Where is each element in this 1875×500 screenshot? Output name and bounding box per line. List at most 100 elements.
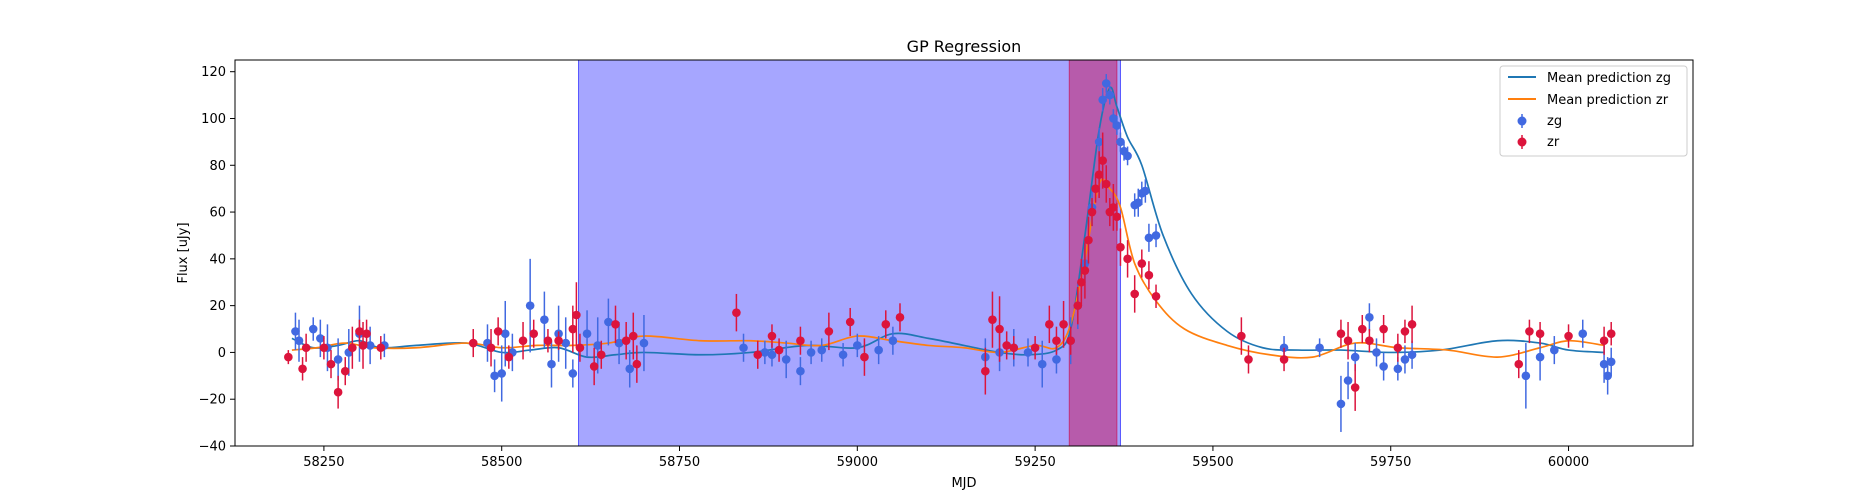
- point-zr: [504, 352, 514, 362]
- point-zr: [1400, 327, 1410, 336]
- point-zr: [572, 310, 581, 320]
- legend: Mean prediction zg Mean prediction zr zg…: [1499, 65, 1688, 157]
- point-zr: [796, 336, 805, 346]
- point-zg: [365, 341, 375, 350]
- legend-label-mean-zr: Mean prediction zr: [1547, 93, 1669, 108]
- point-zg: [767, 350, 777, 360]
- point-zg: [1109, 114, 1118, 123]
- point-zr: [284, 352, 293, 362]
- point-zg: [294, 336, 304, 346]
- point-zr: [348, 343, 357, 353]
- point-zr: [518, 336, 528, 346]
- point-zg: [639, 338, 649, 348]
- point-zg: [490, 371, 499, 381]
- point-zr: [860, 352, 869, 362]
- point-zg: [291, 327, 300, 336]
- x-tick-label: 60000: [1548, 455, 1589, 470]
- point-zg: [1372, 348, 1381, 357]
- point-zr: [596, 350, 606, 360]
- point-zr: [824, 327, 834, 336]
- point-zg: [1141, 186, 1150, 196]
- legend-label-zr: zr: [1547, 135, 1560, 150]
- legend-swatch-zr-marker: [1517, 137, 1527, 147]
- point-zr: [1066, 336, 1075, 346]
- y-axis: −40 −20 0 20 40 60 80 100 120: [199, 65, 235, 455]
- point-zr: [1144, 270, 1154, 280]
- point-zg: [1379, 362, 1388, 371]
- point-zg: [1123, 151, 1132, 161]
- point-zr: [1606, 329, 1616, 339]
- point-zg: [547, 359, 556, 369]
- point-zr: [1109, 203, 1118, 212]
- point-zg: [1407, 350, 1417, 360]
- point-zr: [1045, 320, 1054, 329]
- x-tick-label: 59750: [1370, 455, 1411, 470]
- x-axis-label: MJD: [951, 476, 976, 491]
- point-zg: [1350, 352, 1360, 362]
- point-zr: [1336, 329, 1346, 339]
- point-zr: [995, 324, 1004, 334]
- point-zg: [625, 364, 635, 374]
- point-zg: [500, 329, 510, 339]
- point-zr: [1112, 212, 1122, 222]
- point-zg: [760, 348, 770, 357]
- point-zr: [1514, 359, 1524, 369]
- point-zg: [1037, 359, 1047, 369]
- x-tick-label: 59500: [1192, 455, 1233, 470]
- point-zr: [568, 324, 578, 334]
- chart-title: GP Regression: [907, 37, 1022, 56]
- point-zg: [1315, 343, 1324, 353]
- x-tick-label: 58750: [659, 455, 700, 470]
- point-zg: [561, 338, 571, 348]
- point-zr: [340, 366, 350, 376]
- point-zr: [543, 336, 553, 346]
- point-zg: [781, 355, 791, 364]
- point-zr: [774, 345, 784, 355]
- point-zg: [1521, 371, 1531, 381]
- curve-mean-prediction-zr: [291, 178, 1605, 359]
- y-tick-label: 80: [209, 159, 226, 174]
- point-zg: [308, 324, 318, 334]
- y-tick-label: −20: [199, 393, 226, 408]
- point-zr: [1237, 331, 1246, 341]
- point-zg: [1116, 137, 1125, 147]
- x-tick-label: 59000: [837, 455, 878, 470]
- point-zg: [1535, 352, 1545, 362]
- point-zg: [1400, 355, 1410, 364]
- point-zr: [1137, 259, 1147, 268]
- point-zr: [1084, 235, 1093, 245]
- point-zr: [632, 359, 642, 369]
- point-zr: [1343, 336, 1353, 346]
- point-zr: [554, 336, 563, 346]
- point-zg: [806, 348, 816, 357]
- point-zr: [298, 364, 307, 374]
- point-zg: [853, 341, 862, 350]
- point-zg: [1343, 376, 1353, 385]
- point-zr: [1009, 343, 1019, 353]
- point-zr: [1091, 184, 1100, 193]
- point-zr: [1098, 156, 1107, 165]
- x-tick-label: 58250: [303, 455, 344, 470]
- point-zr: [468, 338, 478, 348]
- legend-box: [1499, 65, 1688, 157]
- point-zr: [1407, 320, 1417, 329]
- point-zg: [1098, 95, 1107, 105]
- point-zr: [1357, 324, 1367, 334]
- point-zr: [1130, 289, 1139, 299]
- point-zr: [988, 315, 997, 324]
- point-zr: [333, 387, 343, 397]
- point-zr: [529, 329, 539, 339]
- point-zg: [1105, 90, 1115, 100]
- point-zr: [1564, 331, 1573, 341]
- point-zr: [1379, 324, 1388, 334]
- y-tick-label: 40: [209, 252, 226, 267]
- point-zg: [614, 338, 624, 348]
- point-zg: [1023, 348, 1033, 357]
- point-zg: [838, 350, 848, 360]
- point-zg: [540, 315, 549, 324]
- plot-frame: [234, 59, 1694, 447]
- point-zg: [817, 345, 827, 355]
- point-zr: [1123, 254, 1132, 264]
- point-zr: [845, 317, 855, 327]
